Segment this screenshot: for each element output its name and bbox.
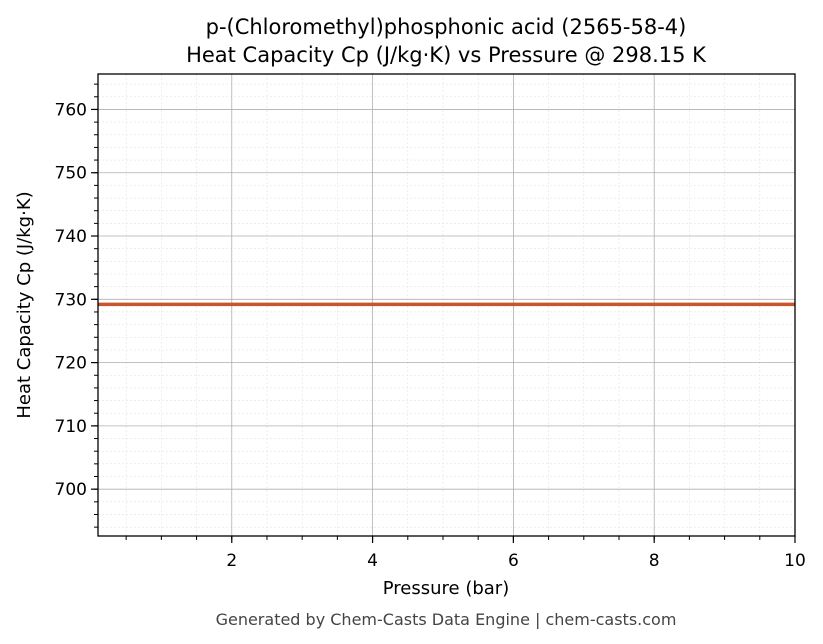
footer-credit: Generated by Chem-Casts Data Engine | ch… bbox=[216, 610, 677, 629]
y-axis-label: Heat Capacity Cp (J/kg·K) bbox=[14, 191, 35, 418]
axis-ticks: 2 4 6 8 10 700 710 720 730 740 750 760 bbox=[55, 83, 806, 571]
x-tick-label: 10 bbox=[784, 551, 806, 571]
x-tick-label: 8 bbox=[649, 551, 660, 571]
y-tick-label: 720 bbox=[55, 354, 87, 374]
x-axis-label: Pressure (bar) bbox=[383, 578, 509, 599]
chart-title-line1: p-(Chloromethyl)phosphonic acid (2565-58… bbox=[206, 15, 687, 39]
x-tick-label: 2 bbox=[226, 551, 237, 571]
y-tick-label: 740 bbox=[55, 227, 87, 247]
y-tick-label: 700 bbox=[55, 480, 87, 500]
y-tick-label: 710 bbox=[55, 417, 87, 437]
plot-frame bbox=[97, 73, 796, 537]
y-tick-label: 750 bbox=[55, 164, 87, 184]
chart-title-line2: Heat Capacity Cp (J/kg·K) vs Pressure @ … bbox=[186, 43, 707, 67]
y-tick-label: 730 bbox=[55, 290, 87, 310]
y-tick-label: 760 bbox=[55, 100, 87, 120]
major-grid bbox=[98, 74, 796, 536]
x-tick-label: 4 bbox=[367, 551, 378, 571]
x-tick-label: 6 bbox=[508, 551, 519, 571]
